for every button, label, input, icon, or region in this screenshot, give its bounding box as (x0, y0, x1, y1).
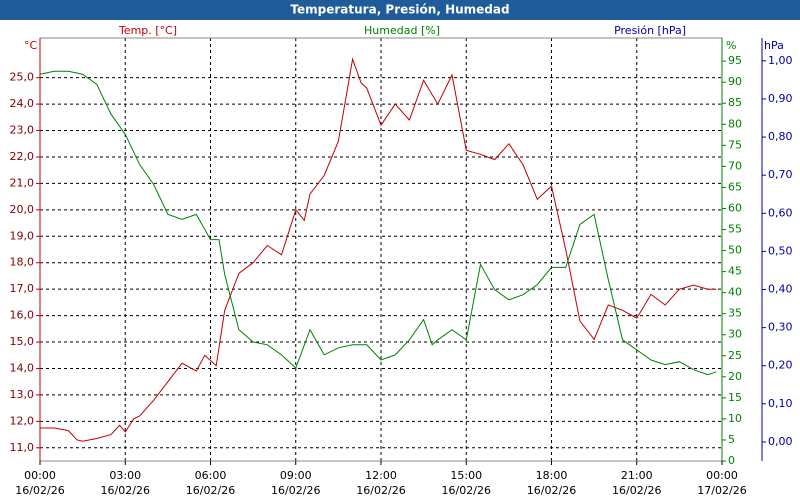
x-tick-date: 16/02/26 (101, 484, 150, 497)
y-tick-label: 15,0 (10, 335, 35, 348)
y3-tick-label: 0,10 (768, 397, 793, 410)
y-tick-label: 24,0 (10, 97, 35, 110)
y3-unit: hPa (764, 39, 784, 52)
y-tick-label: 20,0 (10, 203, 35, 216)
y3-tick-label: 1,00 (768, 54, 793, 67)
x-tick-date: 16/02/26 (15, 484, 64, 497)
data-line (40, 57, 717, 442)
y-tick-label: 12,0 (10, 414, 35, 427)
y2-tick-label: 0 (728, 454, 735, 467)
y3-tick-label: 0,20 (768, 359, 793, 372)
y2-tick-label: 25 (728, 349, 742, 362)
x-tick-date: 16/02/26 (271, 484, 320, 497)
y-tick-label: 21,0 (10, 176, 35, 189)
y2-unit: % (726, 39, 736, 52)
y-tick-label: 23,0 (10, 124, 35, 137)
y-tick-label: 18,0 (10, 256, 35, 269)
y3-tick-label: 0,50 (768, 244, 793, 257)
y2-tick-label: 80 (728, 117, 742, 130)
y-tick-label: 17,0 (10, 282, 35, 295)
x-tick-date: 16/02/26 (186, 484, 235, 497)
y3-tick-label: 0,60 (768, 206, 793, 219)
x-tick-date: 16/02/26 (527, 484, 576, 497)
y-tick-label: 25,0 (10, 71, 35, 84)
y-axis-title: Temp. [°C] (118, 24, 177, 37)
y3-tick-label: 0,90 (768, 92, 793, 105)
y-tick-label: 16,0 (10, 309, 35, 322)
y2-tick-label: 30 (728, 328, 742, 341)
x-tick-date: 16/02/26 (356, 484, 405, 497)
y2-tick-label: 55 (728, 223, 742, 236)
y2-tick-label: 50 (728, 244, 742, 257)
y2-tick-label: 45 (728, 265, 742, 278)
x-tick-label: 12:00 (365, 469, 397, 482)
y2-tick-label: 20 (728, 370, 742, 383)
y3-tick-label: 0,80 (768, 130, 793, 143)
y-tick-label: 22,0 (10, 150, 35, 163)
y2-tick-label: 75 (728, 138, 742, 151)
x-tick-date: 16/02/26 (442, 484, 491, 497)
y3-axis-title: Presión [hPa] (614, 24, 686, 37)
y2-tick-label: 40 (728, 286, 742, 299)
x-tick-label: 00:00 (706, 469, 738, 482)
y2-tick-label: 70 (728, 159, 742, 172)
y-tick-label: 14,0 (10, 361, 35, 374)
y-tick-label: 11,0 (10, 441, 35, 454)
y2-tick-label: 10 (728, 412, 742, 425)
x-tick-label: 03:00 (109, 469, 141, 482)
x-tick-label: 18:00 (536, 469, 568, 482)
y3-tick-label: 0,70 (768, 168, 793, 181)
y-tick-label: 19,0 (10, 229, 35, 242)
chart-title: Temperatura, Presión, Humedad (290, 3, 509, 17)
y2-tick-label: 15 (728, 391, 742, 404)
y2-axis-title: Humedad [%] (364, 24, 440, 37)
y3-tick-label: 0,40 (768, 283, 793, 296)
x-tick-label: 15:00 (450, 469, 482, 482)
y2-tick-label: 90 (728, 75, 742, 88)
y2-tick-label: 60 (728, 201, 742, 214)
y2-tick-label: 95 (728, 54, 742, 67)
y3-tick-label: 0,30 (768, 321, 793, 334)
x-tick-label: 00:00 (24, 469, 56, 482)
x-tick-label: 09:00 (280, 469, 312, 482)
data-line (39, 70, 717, 376)
y-unit: °C (24, 39, 38, 52)
y2-tick-label: 5 (728, 433, 735, 446)
y2-tick-label: 85 (728, 96, 742, 109)
x-tick-date: 17/02/26 (697, 484, 746, 497)
x-tick-label: 21:00 (621, 469, 653, 482)
y2-tick-label: 35 (728, 307, 742, 320)
x-tick-date: 16/02/26 (612, 484, 661, 497)
x-tick-label: 06:00 (195, 469, 227, 482)
title-bar (0, 0, 800, 20)
y2-tick-label: 65 (728, 180, 742, 193)
y3-tick-label: 0,00 (768, 435, 793, 448)
y-tick-label: 13,0 (10, 388, 35, 401)
